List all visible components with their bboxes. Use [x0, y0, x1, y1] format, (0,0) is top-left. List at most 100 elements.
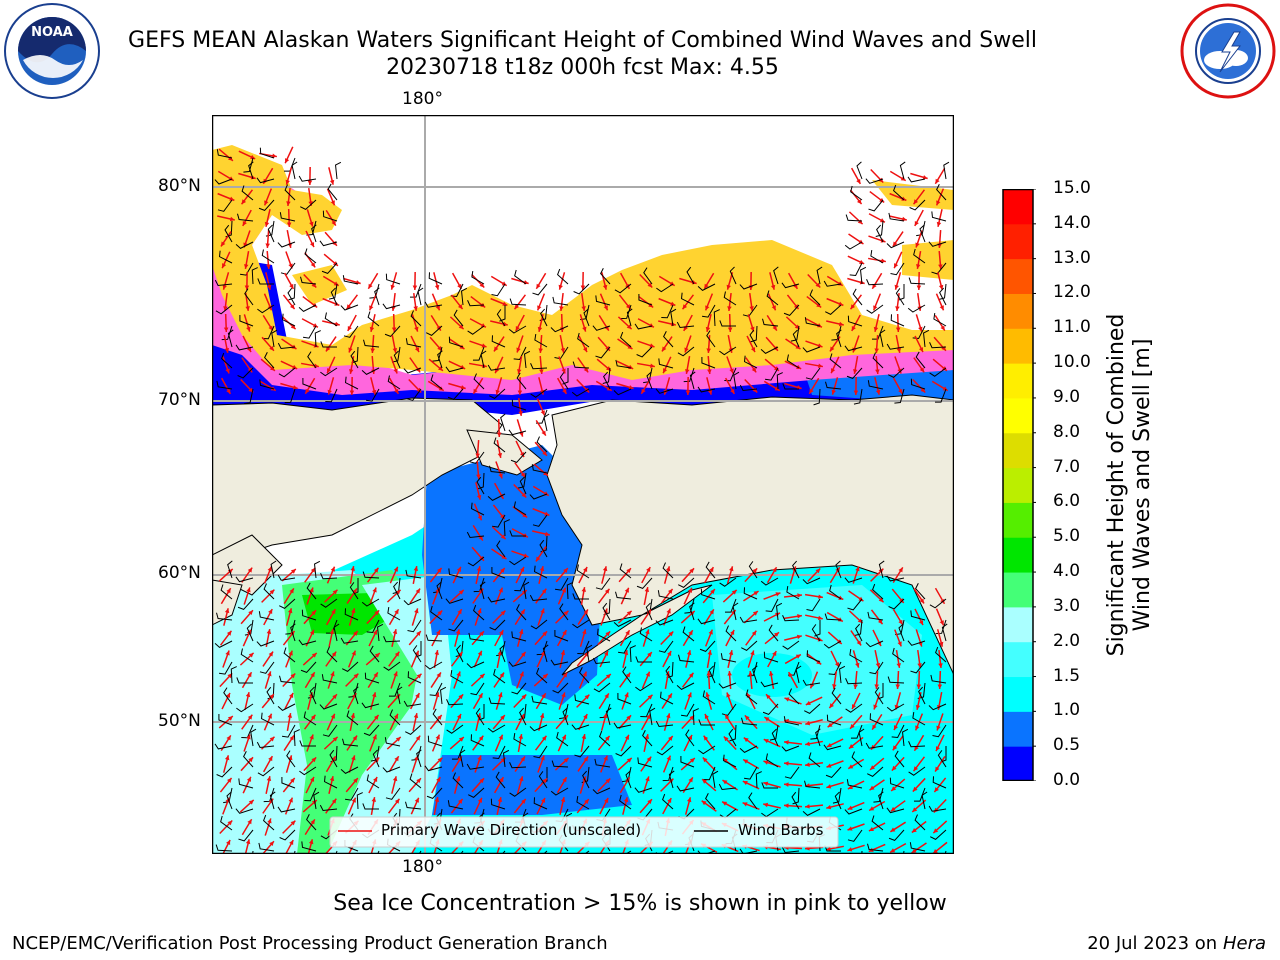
wind-barb	[559, 372, 569, 390]
wave-direction-arrow	[220, 231, 232, 247]
wind-barb	[907, 176, 926, 183]
wind-barb	[781, 846, 800, 853]
wind-barb	[340, 766, 359, 774]
wind-barb	[739, 745, 758, 753]
wind-barb	[470, 734, 485, 747]
wind-barb	[529, 493, 548, 500]
wind-barb	[407, 619, 422, 633]
wind-barb	[241, 185, 254, 201]
wind-barb	[372, 749, 380, 768]
wave-direction-arrow	[847, 823, 865, 831]
wind-barb	[298, 304, 317, 312]
wave-direction-arrow	[766, 566, 778, 584]
wind-barb	[844, 577, 863, 583]
wave-direction-arrow	[492, 714, 506, 730]
wave-direction-arrow	[637, 340, 655, 348]
wave-direction-arrow	[704, 629, 714, 647]
wind-barb	[805, 367, 821, 380]
wave-direction-arrow	[450, 294, 464, 310]
wind-barb	[791, 791, 800, 810]
wave-direction-arrow	[410, 335, 420, 353]
wind-barb	[886, 241, 905, 249]
wind-barb	[516, 604, 527, 621]
wind-barb	[698, 745, 716, 755]
wind-barb	[933, 312, 947, 327]
wave-direction-arrow	[828, 693, 842, 709]
wave-direction-arrow	[242, 776, 252, 794]
wind-barb	[718, 682, 737, 689]
wind-barb	[405, 724, 422, 735]
wave-direction-arrow	[724, 714, 736, 730]
wind-barb	[466, 661, 485, 669]
wave-direction-arrow	[429, 757, 443, 771]
wind-barb	[845, 214, 863, 222]
wind-barb	[448, 568, 464, 579]
wind-barb	[697, 386, 716, 393]
colorbar-border	[1002, 188, 1034, 782]
wind-barb	[322, 724, 338, 737]
wind-barb	[260, 712, 275, 726]
wave-direction-arrow	[616, 382, 634, 390]
wave-direction-arrow	[449, 589, 465, 603]
wind-barb	[214, 279, 233, 286]
wind-barb	[635, 656, 652, 663]
wind-barb	[867, 380, 884, 390]
wind-barb	[365, 388, 380, 402]
wave-direction-arrow	[931, 380, 949, 392]
wave-direction-arrow	[578, 713, 588, 731]
wind-barb	[634, 323, 653, 330]
wind-barb	[739, 384, 758, 391]
wave-direction-arrow	[853, 670, 858, 690]
wind-barb	[823, 280, 842, 287]
wind-barb	[872, 352, 884, 369]
wave-direction-arrow	[685, 650, 692, 668]
wind-barb	[680, 755, 695, 768]
wind-barb	[440, 686, 447, 705]
wave-direction-arrow	[558, 692, 566, 710]
wave-direction-arrow	[218, 715, 234, 729]
wind-barb	[261, 249, 275, 264]
wave-direction-arrow	[895, 335, 902, 353]
wind-barb	[343, 325, 359, 338]
wave-direction-arrow	[476, 460, 481, 480]
wind-barb	[493, 668, 506, 684]
wind-barb	[888, 212, 905, 222]
wave-direction-arrow	[431, 776, 441, 794]
wind-barb	[856, 161, 863, 180]
wave-direction-arrow	[913, 357, 925, 373]
wind-barb	[782, 615, 800, 622]
wave-direction-arrow	[305, 776, 315, 794]
wind-barb	[909, 199, 926, 211]
wave-direction-arrow	[622, 650, 629, 668]
wind-barb	[214, 743, 233, 750]
wind-barb	[809, 289, 821, 306]
wind-barb	[721, 703, 737, 716]
wave-direction-arrow	[492, 610, 506, 624]
wave-direction-arrow	[409, 735, 421, 751]
wind-barb	[666, 661, 674, 679]
wind-barb	[613, 388, 632, 396]
wind-barb	[468, 787, 485, 798]
wave-direction-arrow	[640, 713, 652, 731]
wind-barb	[811, 624, 821, 642]
wind-barb	[595, 577, 611, 590]
wind-barb	[912, 325, 926, 340]
wind-barb	[532, 283, 548, 296]
wind-barb	[220, 815, 233, 831]
wave-direction-arrow	[559, 292, 564, 312]
wind-barb	[519, 476, 527, 495]
wave-direction-arrow	[387, 798, 401, 814]
wave-direction-arrow	[767, 293, 777, 311]
wave-direction-arrow	[706, 377, 713, 395]
wind-barb	[437, 350, 443, 369]
wave-direction-arrow	[935, 293, 945, 311]
wind-barb	[620, 331, 632, 348]
wave-direction-arrow	[831, 377, 839, 395]
wind-barb	[556, 731, 569, 747]
wind-barb	[306, 814, 317, 831]
wave-direction-arrow	[325, 608, 337, 626]
wave-direction-arrow	[892, 231, 904, 247]
colorbar-tick-label: 7.0	[1053, 456, 1081, 477]
wave-direction-arrow	[556, 629, 568, 647]
wind-barb	[913, 248, 926, 264]
